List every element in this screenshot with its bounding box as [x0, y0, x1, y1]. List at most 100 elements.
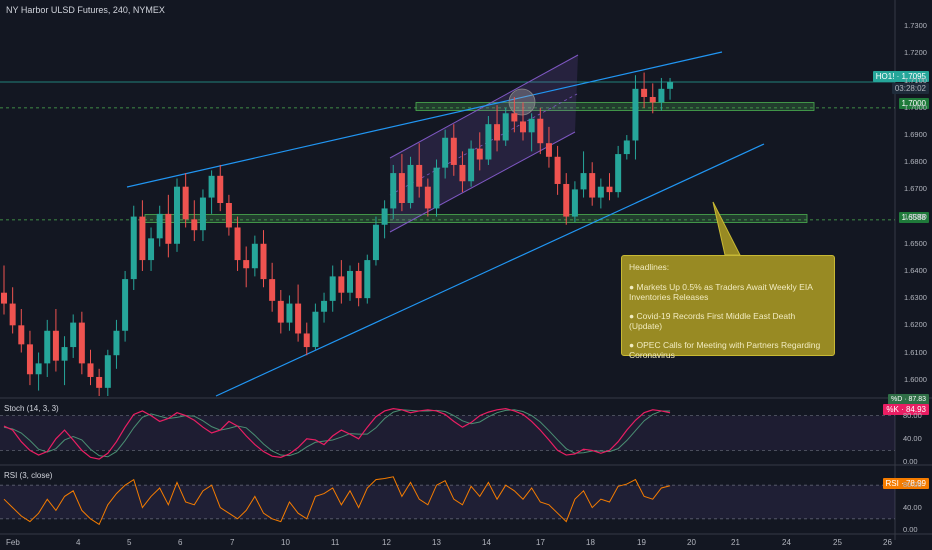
candle-body — [502, 113, 509, 141]
candle-body — [347, 270, 353, 293]
candle-body — [96, 376, 103, 388]
rsi-band — [0, 485, 895, 519]
candle-body — [243, 260, 250, 269]
candle-body — [468, 148, 475, 182]
candle-body — [165, 213, 172, 244]
stoch-d-tag: %D · 87.83 — [887, 394, 929, 405]
candle-body — [364, 260, 371, 299]
candle-body — [615, 154, 622, 193]
candle-body — [122, 279, 129, 331]
rsi-tick: 40.00 — [903, 502, 922, 512]
rsi-label: RSI (3, close) — [4, 471, 53, 480]
support-zone — [144, 214, 808, 223]
candle-body — [571, 189, 578, 217]
price-tick: 1.7300 — [904, 21, 927, 31]
candle-body — [295, 303, 302, 334]
stoch-pane — [0, 408, 895, 460]
candle-body — [563, 183, 570, 217]
candle-body — [78, 322, 85, 364]
candle-body — [649, 96, 656, 103]
price-tick: 1.6800 — [904, 157, 927, 167]
price-tick: 1.6300 — [904, 293, 927, 303]
x-tick: 4 — [76, 538, 81, 547]
x-tick: 24 — [782, 538, 791, 547]
price-tick: 1.6000 — [904, 374, 927, 384]
candle-body — [623, 140, 630, 155]
price-tick: 1.6600 — [904, 211, 927, 221]
candle-body — [545, 143, 552, 157]
candle-body — [234, 227, 241, 261]
x-tick: 19 — [637, 538, 646, 547]
x-tick: 14 — [482, 538, 491, 547]
candle-body — [381, 208, 388, 225]
x-tick: 20 — [687, 538, 696, 547]
candle-body — [537, 118, 544, 144]
x-tick: 6 — [178, 538, 183, 547]
headlines-title: Headlines: — [629, 262, 670, 272]
price-tick: 1.6200 — [904, 320, 927, 330]
candle-body — [485, 124, 492, 160]
candle-body — [459, 164, 466, 182]
candle-body — [606, 186, 613, 193]
headline-item: ● Covid-19 Records First Middle East Dea… — [629, 311, 796, 331]
stoch-tick: 40.00 — [903, 433, 922, 443]
candle-body — [494, 124, 501, 141]
x-tick: 13 — [432, 538, 441, 547]
candle-body — [225, 203, 232, 228]
candle-body — [476, 148, 483, 160]
symbol-title: NY Harbor ULSD Futures, 240, NYMEX — [6, 5, 165, 15]
rsi-pane — [0, 476, 895, 526]
lower-trendline — [215, 143, 765, 397]
candle-body — [372, 224, 379, 261]
stoch-tick: 80.00 — [903, 410, 922, 420]
candle-body — [554, 156, 561, 184]
stoch-d-line — [3, 409, 671, 458]
candle-body — [277, 300, 284, 323]
candle-body — [511, 113, 518, 122]
x-tick: 18 — [586, 538, 595, 547]
x-tick: 10 — [281, 538, 290, 547]
countdown-tag: 03:28:02 — [891, 83, 929, 94]
candle-body — [130, 216, 137, 280]
x-tick: 21 — [731, 538, 740, 547]
candle-body — [355, 270, 362, 299]
price-tick: 1.6500 — [904, 238, 927, 248]
rsi-line — [3, 476, 671, 526]
candle-body — [433, 167, 440, 209]
candle-body — [182, 186, 189, 220]
candle-body — [208, 175, 215, 198]
x-tick: Feb — [6, 538, 20, 547]
rsi-tick: 80.00 — [903, 480, 922, 490]
candle-body — [580, 173, 587, 190]
candle-body — [139, 216, 146, 261]
candle-body — [156, 213, 163, 239]
x-axis: Feb 4 5 6 7 10 11 12 13 14 17 18 19 20 21 24 25 26 — [6, 538, 892, 547]
candle-body — [442, 137, 449, 168]
candles — [1, 72, 674, 396]
x-tick: 26 — [883, 538, 892, 547]
candle-body — [269, 279, 276, 301]
stoch-k-line — [3, 408, 671, 460]
stoch-label: Stoch (14, 3, 3) — [4, 404, 59, 413]
candle-body — [398, 173, 405, 203]
candle-body — [667, 82, 674, 89]
candle-body — [26, 344, 33, 375]
x-tick: 25 — [833, 538, 842, 547]
candle-body — [416, 164, 423, 187]
resistance-zone — [415, 102, 815, 111]
candle-body — [520, 121, 526, 133]
candle-body — [450, 137, 457, 165]
candle-body — [52, 330, 59, 361]
candle-body — [174, 186, 180, 244]
last-price-tag: HO1! · 1.7095 — [872, 71, 929, 82]
candle-body — [217, 175, 224, 203]
candle-body — [641, 88, 648, 97]
x-tick: 12 — [382, 538, 391, 547]
rsi-tick: 0.00 — [903, 525, 918, 534]
candle-body — [70, 322, 77, 348]
candle-body — [35, 363, 42, 375]
stoch-k-tag: %K · 84.93 — [883, 404, 929, 415]
candle-body — [148, 238, 155, 261]
candle-body — [1, 292, 7, 304]
candle-body — [251, 243, 258, 269]
